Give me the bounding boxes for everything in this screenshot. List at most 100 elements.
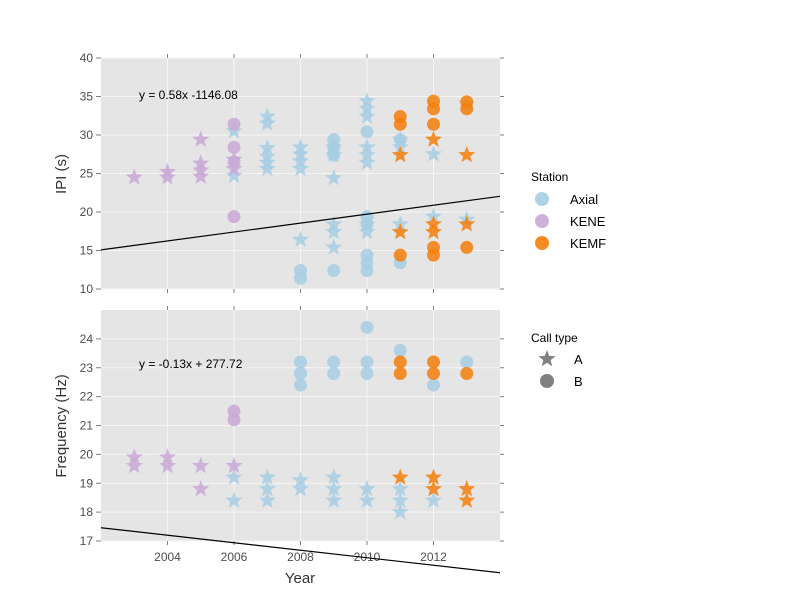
data-point-star-kemf: [458, 215, 476, 232]
legend-label-axial: Axial: [570, 192, 598, 207]
data-point-star-axial: [325, 480, 343, 497]
data-point-star-axial: [258, 468, 276, 485]
data-point-circle-kemf: [393, 355, 407, 369]
ipi-panel-points: [125, 92, 476, 285]
y-tick-label: 35: [80, 90, 94, 104]
data-point-circle-kemf: [393, 110, 407, 124]
legend-star-icon: [538, 350, 556, 367]
data-point-circle-axial: [360, 125, 374, 139]
data-point-star-kemf: [391, 223, 409, 240]
data-point-circle-axial: [294, 378, 307, 392]
data-point-circle-axial: [393, 343, 407, 357]
data-point-circle-axial: [327, 264, 341, 278]
data-point-star-axial: [358, 153, 376, 170]
frequency-y-axis-title: Frequency (Hz): [53, 374, 70, 477]
data-point-star-kene: [192, 161, 210, 178]
data-point-circle-kemf: [427, 355, 440, 369]
data-point-star-axial: [291, 159, 310, 177]
data-point-star-kemf: [424, 468, 443, 485]
data-point-star-kemf: [391, 146, 409, 163]
data-point-star-axial: [225, 166, 243, 184]
data-point-star-axial: [291, 152, 310, 169]
data-point-star-axial: [258, 159, 276, 177]
data-point-star-kene: [192, 130, 210, 147]
frequency-panel-points: [125, 320, 476, 520]
legend-key-kemf: [535, 236, 549, 250]
data-point-star-axial: [225, 491, 243, 508]
data-point-star-kemf: [458, 480, 476, 497]
legend-key-axial: [535, 192, 549, 206]
data-point-star-kemf: [424, 223, 443, 240]
data-point-circle-axial: [393, 133, 407, 147]
data-point-circle-axial: [327, 133, 341, 147]
data-point-star-axial: [358, 146, 376, 163]
data-point-star-kene: [125, 168, 143, 185]
data-point-star-axial: [291, 138, 310, 155]
data-point-star-axial: [258, 153, 276, 170]
data-point-star-axial: [391, 503, 409, 520]
y-tick-label: 20: [80, 205, 94, 219]
data-point-circle-axial: [294, 264, 307, 278]
y-tick-label: 24: [80, 332, 94, 346]
data-point-circle-axial: [360, 367, 374, 381]
station-legend: Station Axial KENE KEMF: [531, 170, 606, 251]
data-point-star-axial: [291, 145, 310, 162]
data-point-star-axial: [391, 491, 409, 508]
data-point-circle-axial: [427, 378, 440, 392]
data-point-star-axial: [358, 99, 376, 117]
y-tick-label: 20: [80, 447, 94, 461]
x-tick-label: 2008: [287, 550, 314, 564]
data-point-star-axial: [258, 107, 276, 124]
data-point-star-kene: [158, 162, 177, 180]
data-point-star-axial: [358, 223, 376, 240]
x-tick-label: 2010: [354, 550, 381, 564]
data-point-star-axial: [258, 139, 276, 156]
data-point-star-axial: [424, 145, 443, 162]
data-point-circle-axial: [294, 355, 307, 369]
station-legend-title: Station: [531, 170, 568, 184]
y-tick-label: 30: [80, 128, 94, 142]
data-point-star-axial: [325, 238, 343, 255]
x-tick-label: 2012: [420, 550, 447, 564]
legend-label-calltype-b: B: [574, 374, 583, 389]
data-point-star-axial: [358, 480, 376, 497]
data-point-circle-axial: [327, 355, 341, 369]
ipi-panel-ticks: 10 15 20 25 30 35 40: [80, 51, 504, 296]
y-tick-label: 25: [80, 167, 94, 181]
data-point-star-kene: [192, 167, 210, 184]
data-point-circle-kene: [227, 117, 241, 131]
data-point-star-axial: [258, 147, 276, 164]
data-point-star-axial: [424, 491, 443, 508]
y-tick-label: 23: [80, 361, 94, 375]
y-tick-label: 19: [80, 476, 94, 490]
data-point-star-kemf: [458, 146, 476, 163]
data-point-circle-kene: [227, 155, 241, 169]
data-point-star-axial: [258, 491, 276, 508]
data-point-star-axial: [258, 480, 276, 497]
data-point-star-axial: [291, 480, 310, 497]
data-point-circle-axial: [360, 248, 374, 262]
data-point-star-kene: [125, 456, 143, 474]
data-point-star-kemf: [424, 130, 443, 147]
data-point-circle-kemf: [427, 367, 440, 381]
legend-circle-icon: [540, 374, 554, 388]
ipi-panel: 10 15 20 25 30 35 40 y = 0.58x -1146.08 IPI (s…: [53, 51, 504, 296]
y-tick-label: 17: [80, 534, 94, 548]
data-point-star-kene: [158, 456, 177, 474]
data-point-circle-kemf: [460, 95, 474, 109]
data-point-star-axial: [225, 468, 243, 485]
x-tick-label: 2004: [154, 550, 181, 564]
data-point-star-kemf: [458, 491, 476, 508]
data-point-star-kemf: [424, 215, 443, 232]
x-axis-title: Year: [285, 570, 315, 587]
y-tick-label: 18: [80, 505, 94, 519]
data-point-star-kemf: [391, 468, 409, 485]
data-point-star-kene: [192, 456, 210, 474]
data-point-circle-axial: [460, 355, 474, 369]
data-point-circle-axial: [294, 367, 307, 381]
data-point-star-axial: [258, 114, 276, 131]
data-point-circle-kemf: [427, 117, 440, 131]
data-point-star-axial: [358, 491, 376, 508]
data-point-star-axial: [325, 223, 343, 240]
legend-label-kene: KENE: [570, 214, 606, 229]
